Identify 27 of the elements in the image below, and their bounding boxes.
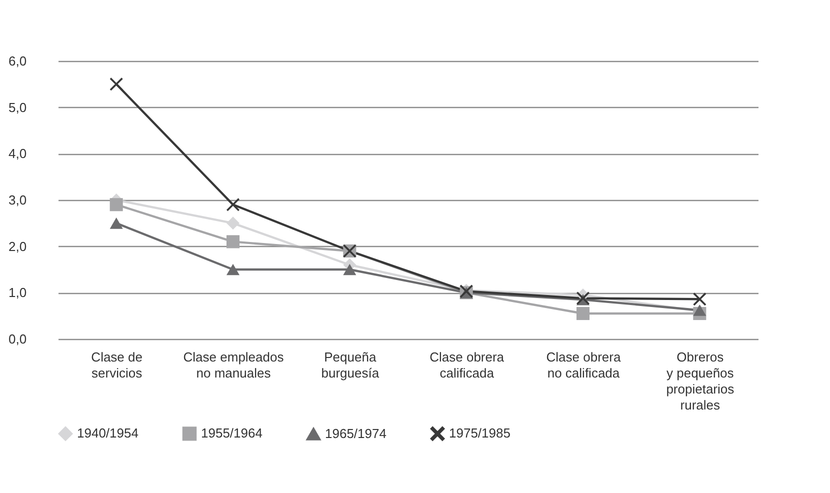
point [226, 264, 240, 276]
y-tick-label: 0,0 [8, 332, 27, 346]
x-tick-label: Obreros y pequeños propietarios rurales [666, 350, 735, 412]
point [576, 307, 590, 320]
point [343, 264, 356, 276]
y-tick-label: 4,0 [8, 146, 27, 162]
x-tick-label: Pequeña burguesía [321, 350, 380, 380]
point [226, 235, 240, 248]
point [110, 78, 123, 91]
y-tick-label: 2,0 [8, 238, 27, 254]
y-tick-label: 1,0 [8, 285, 27, 300]
point [226, 216, 240, 230]
legend-label: 1975/1985 [449, 426, 510, 441]
x-tick-label: Clase empleados no manuales [183, 350, 284, 380]
y-tick-label: 3,0 [8, 192, 27, 208]
x-tick-label: Clase obrera calificada [430, 350, 505, 380]
y-tick-label: 5,0 [8, 100, 27, 115]
point [110, 198, 123, 212]
x-tick-label: Clase de servicios [91, 350, 143, 380]
legend-label: 1955/1964 [201, 426, 262, 441]
y-tick-label: 6,0 [8, 54, 27, 68]
x-tick-label: Clase obrera no calificada [546, 350, 622, 380]
legend-label: 1965/1974 [325, 426, 386, 442]
legend-label: 1940/1954 [77, 426, 138, 441]
point [693, 292, 706, 306]
point [226, 198, 240, 212]
point [110, 218, 123, 229]
